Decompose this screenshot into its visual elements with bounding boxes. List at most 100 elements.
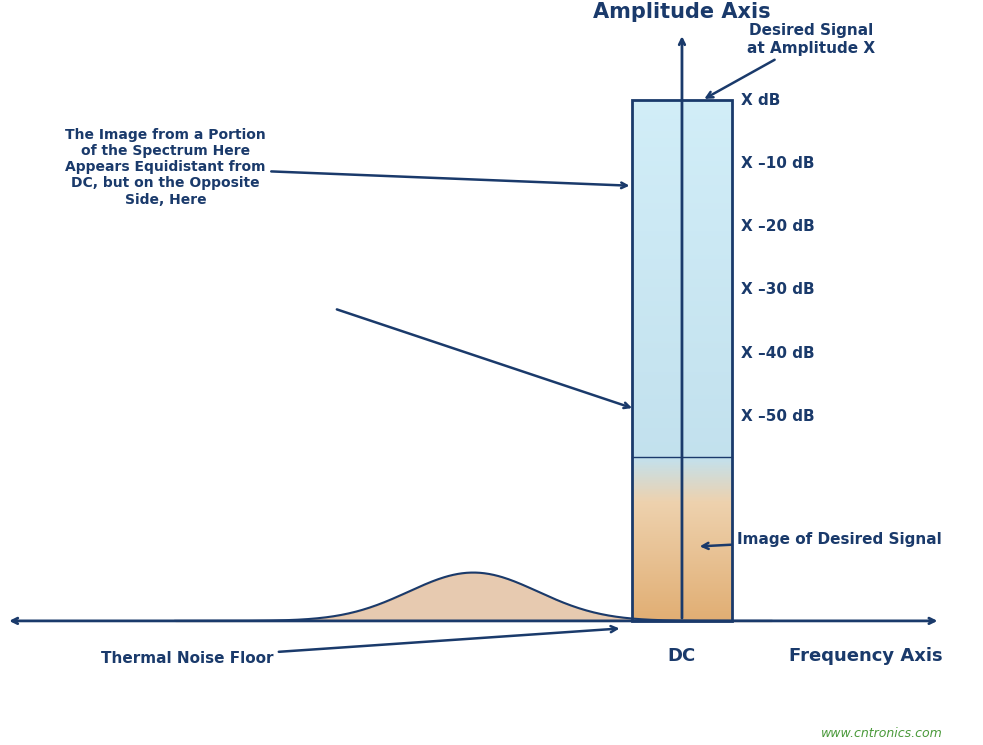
Bar	[632, 180, 731, 181]
Bar	[632, 392, 731, 393]
Bar	[632, 388, 731, 390]
Bar	[632, 259, 731, 260]
Bar	[632, 112, 731, 113]
Bar	[632, 381, 731, 382]
Bar	[632, 428, 731, 430]
Bar	[632, 340, 731, 342]
Bar	[632, 362, 731, 364]
Bar	[632, 455, 731, 456]
Bar	[632, 323, 731, 324]
Bar	[632, 382, 731, 384]
Bar	[632, 101, 731, 621]
Bar	[632, 368, 731, 370]
Bar	[632, 191, 731, 192]
Bar	[632, 336, 731, 337]
Bar	[632, 426, 731, 428]
Bar	[632, 370, 731, 372]
Bar	[632, 293, 731, 294]
Bar	[632, 159, 731, 161]
Bar	[632, 367, 731, 368]
Bar	[632, 201, 731, 203]
Bar	[632, 286, 731, 287]
Bar	[632, 335, 731, 336]
Bar	[632, 440, 731, 442]
Bar	[632, 402, 731, 404]
Bar	[632, 255, 731, 256]
Bar	[632, 248, 731, 249]
Bar	[632, 238, 731, 239]
Bar	[632, 274, 731, 275]
Bar	[632, 299, 731, 300]
Bar	[632, 104, 731, 105]
Bar	[632, 117, 731, 118]
Bar	[632, 257, 731, 259]
Bar	[632, 372, 731, 374]
Bar	[632, 221, 731, 222]
Bar	[632, 281, 731, 282]
Bar	[632, 296, 731, 297]
Bar	[632, 127, 731, 129]
Bar	[632, 183, 731, 185]
Bar	[632, 273, 731, 274]
Bar	[632, 165, 731, 167]
Bar	[632, 194, 731, 195]
Bar	[632, 285, 731, 286]
Bar	[632, 331, 731, 332]
Bar	[632, 322, 731, 323]
Bar	[632, 356, 731, 358]
Bar	[632, 448, 731, 449]
Bar	[632, 297, 731, 298]
Bar	[632, 360, 731, 361]
Bar	[632, 249, 731, 250]
Bar	[632, 398, 731, 399]
Bar	[632, 404, 731, 405]
Bar	[632, 105, 731, 107]
Bar	[632, 314, 731, 316]
Bar	[632, 145, 731, 147]
Bar	[632, 217, 731, 218]
Bar	[632, 218, 731, 219]
Bar	[632, 243, 731, 244]
Bar	[632, 437, 731, 438]
Bar	[632, 378, 731, 380]
Bar	[632, 348, 731, 349]
Bar	[632, 156, 731, 157]
Bar	[632, 244, 731, 245]
Bar	[632, 254, 731, 255]
Bar	[632, 181, 731, 183]
Bar	[632, 223, 731, 224]
Bar	[632, 125, 731, 127]
Bar	[632, 174, 731, 175]
Bar	[632, 185, 731, 186]
Text: Desired Signal
at Amplitude X: Desired Signal at Amplitude X	[707, 23, 875, 98]
Bar	[632, 292, 731, 293]
Bar	[632, 136, 731, 137]
Bar	[632, 245, 731, 247]
Bar	[632, 230, 731, 231]
Bar	[632, 247, 731, 248]
Bar	[632, 219, 731, 221]
Bar	[632, 124, 731, 125]
Bar	[632, 131, 731, 133]
Bar	[632, 109, 731, 110]
Bar	[632, 241, 731, 242]
Bar	[632, 205, 731, 206]
Bar	[632, 119, 731, 121]
Text: Frequency Axis: Frequency Axis	[789, 647, 943, 665]
Text: Image of Desired Signal: Image of Desired Signal	[703, 532, 942, 549]
Bar	[632, 420, 731, 422]
Bar	[632, 318, 731, 319]
Bar	[632, 263, 731, 264]
Bar	[632, 406, 731, 408]
Bar	[632, 232, 731, 233]
Bar	[632, 189, 731, 191]
Bar	[632, 354, 731, 355]
Bar	[632, 316, 731, 317]
Bar	[632, 361, 731, 362]
Bar	[632, 212, 731, 213]
Text: X –50 dB: X –50 dB	[740, 409, 814, 424]
Text: Amplitude Axis: Amplitude Axis	[593, 2, 771, 22]
Bar	[632, 410, 731, 412]
Bar	[632, 269, 731, 270]
Bar	[632, 153, 731, 155]
